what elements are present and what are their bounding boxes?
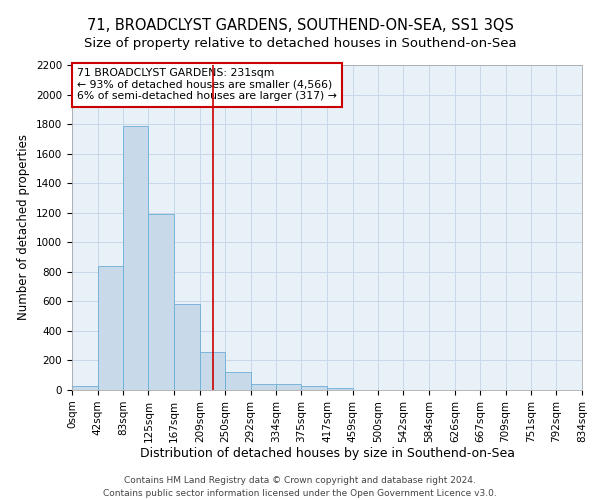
- Bar: [200, 352, 225, 390]
- Bar: [148, 214, 174, 390]
- Bar: [225, 372, 251, 390]
- Bar: [72, 386, 98, 390]
- Bar: [98, 266, 123, 390]
- Text: 71, BROADCLYST GARDENS, SOUTHEND-ON-SEA, SS1 3QS: 71, BROADCLYST GARDENS, SOUTHEND-ON-SEA,…: [86, 18, 514, 32]
- Text: Contains HM Land Registry data © Crown copyright and database right 2024.
Contai: Contains HM Land Registry data © Crown c…: [103, 476, 497, 498]
- Bar: [301, 386, 327, 390]
- Bar: [174, 304, 200, 390]
- Y-axis label: Number of detached properties: Number of detached properties: [17, 134, 31, 320]
- Text: Size of property relative to detached houses in Southend-on-Sea: Size of property relative to detached ho…: [83, 38, 517, 51]
- Text: 71 BROADCLYST GARDENS: 231sqm
← 93% of detached houses are smaller (4,566)
6% of: 71 BROADCLYST GARDENS: 231sqm ← 93% of d…: [77, 68, 337, 102]
- Bar: [276, 384, 301, 390]
- Bar: [251, 384, 276, 390]
- Bar: [327, 388, 353, 390]
- Bar: [123, 126, 148, 390]
- X-axis label: Distribution of detached houses by size in Southend-on-Sea: Distribution of detached houses by size …: [139, 448, 515, 460]
